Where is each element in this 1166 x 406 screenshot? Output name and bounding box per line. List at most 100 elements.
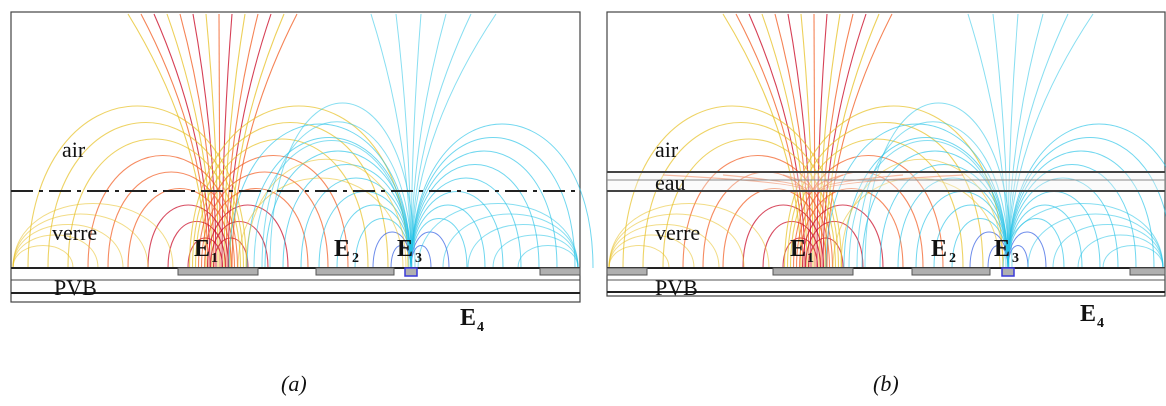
panel-a-electrode-e2 — [315, 267, 395, 276]
panel-b-water-layer — [607, 172, 1165, 191]
panel-a-label-pvb: PVB — [54, 275, 97, 300]
field-line-ray — [231, 13, 298, 269]
field-line-arc — [801, 204, 884, 269]
field-line-ray — [140, 13, 209, 269]
field-line-arc — [492, 234, 579, 269]
field-line-ray — [735, 13, 804, 269]
panel-a-caption: (a) — [281, 371, 307, 396]
field-line-ray — [822, 13, 867, 269]
field-line-arc — [1027, 213, 1164, 269]
panel-b-electrode-edge-left — [606, 267, 648, 276]
field-line-ray — [221, 13, 233, 269]
panel-a-e2-letter: E — [334, 236, 350, 262]
field-line-arc — [1077, 234, 1164, 269]
field-line-arc — [786, 122, 984, 269]
field-line-ray — [782, 174, 812, 191]
field-line-arc — [608, 203, 770, 269]
field-line-arc — [742, 204, 825, 269]
panel-b-e2-letter: E — [931, 236, 947, 262]
field-line-arc — [642, 122, 840, 269]
field-line-arc — [442, 213, 579, 269]
panel-b-e4-sub: 4 — [1097, 316, 1104, 331]
panel-b-e3-letter: E — [994, 236, 1010, 262]
field-line-ray — [662, 174, 804, 191]
field-line-arc — [194, 138, 369, 269]
panel-b-field-lines — [608, 13, 1166, 269]
field-line-arc — [848, 140, 1007, 269]
panel-b-e3-sub: 3 — [1012, 251, 1019, 266]
field-line-arc — [410, 218, 468, 269]
field-line-arc — [107, 171, 236, 269]
field-line-ray — [166, 13, 213, 269]
field-line-ray — [218, 13, 221, 269]
field-line-arc — [245, 158, 407, 269]
field-line-arc — [246, 137, 412, 269]
field-line-ray — [179, 13, 215, 269]
field-line-ray — [820, 13, 854, 269]
field-line-ray — [225, 13, 259, 269]
panel-a-label-air: air — [62, 137, 86, 162]
field-line-arc — [12, 213, 149, 269]
panel-a-e1-letter: E — [194, 236, 210, 262]
field-line-arc — [1052, 224, 1164, 269]
field-line-arc — [1102, 245, 1164, 269]
panel-b-label-pvb: PVB — [655, 275, 698, 300]
field-line-ray — [410, 13, 497, 269]
field-line-arc — [191, 122, 389, 269]
panel-b-electrode-e1 — [772, 267, 854, 276]
field-line-arc — [12, 245, 74, 269]
field-line-ray — [813, 13, 816, 269]
field-line-arc — [969, 231, 1009, 269]
panel-a: air verre PVB E 1 E 2 E 3 E 4 (a) — [10, 11, 594, 396]
panel-a-electrode-e1 — [177, 267, 259, 276]
panel-a-e3-sub: 3 — [415, 251, 422, 266]
field-line-arc — [608, 245, 670, 269]
panel-b-e4-letter: E — [1080, 301, 1096, 327]
panel-a-e2-sub: 2 — [352, 251, 359, 266]
panel-a-e4-letter: E — [460, 305, 476, 331]
panel-b-caption: (b) — [873, 371, 899, 396]
field-line-arc — [197, 154, 349, 269]
field-line-ray — [822, 174, 964, 191]
field-line-arc — [1007, 150, 1155, 269]
field-line-arc — [608, 224, 720, 269]
field-line-arc — [798, 187, 904, 269]
field-line-arc — [147, 204, 230, 269]
panel-b-electrode-e3 — [1001, 267, 1015, 277]
field-line-ray — [787, 13, 812, 269]
panel-b-electrode-edge-right — [1129, 267, 1166, 276]
field-line-arc — [864, 102, 1013, 269]
field-line-arc — [27, 105, 248, 269]
field-line-arc — [861, 150, 1009, 269]
field-line-arc — [372, 231, 412, 269]
field-line-arc — [410, 150, 558, 269]
field-line-arc — [789, 138, 964, 269]
panel-b-frame — [606, 11, 1166, 297]
field-line-arc — [237, 177, 404, 269]
field-line-arc — [417, 203, 579, 269]
field-line-ray — [814, 174, 844, 191]
field-line-arc — [856, 121, 1010, 269]
field-line-arc — [203, 187, 309, 269]
field-line-arc — [608, 234, 695, 269]
field-line-arc — [410, 177, 522, 269]
panel-b: air eau verre PVB E 1 E 2 E 3 E 4 (b) — [606, 11, 1166, 396]
field-line-arc — [1007, 231, 1047, 269]
panel-a-electrode-edge — [539, 267, 581, 276]
field-line-ray — [818, 174, 904, 191]
field-line-arc — [410, 123, 594, 269]
field-line-arc — [722, 187, 828, 269]
field-line-ray — [192, 13, 217, 269]
field-line-ray — [816, 13, 828, 269]
panel-b-e2-sub: 2 — [949, 251, 956, 266]
field-line-ray — [1007, 13, 1094, 269]
field-line-ray — [824, 13, 880, 269]
field-line-arc — [792, 154, 944, 269]
field-line-arc — [47, 122, 245, 269]
panel-b-e1-sub: 1 — [807, 251, 814, 266]
field-line-arc — [261, 121, 413, 269]
field-line-arc — [1007, 177, 1119, 269]
panel-a-frame — [10, 11, 581, 303]
field-line-arc — [228, 123, 412, 269]
